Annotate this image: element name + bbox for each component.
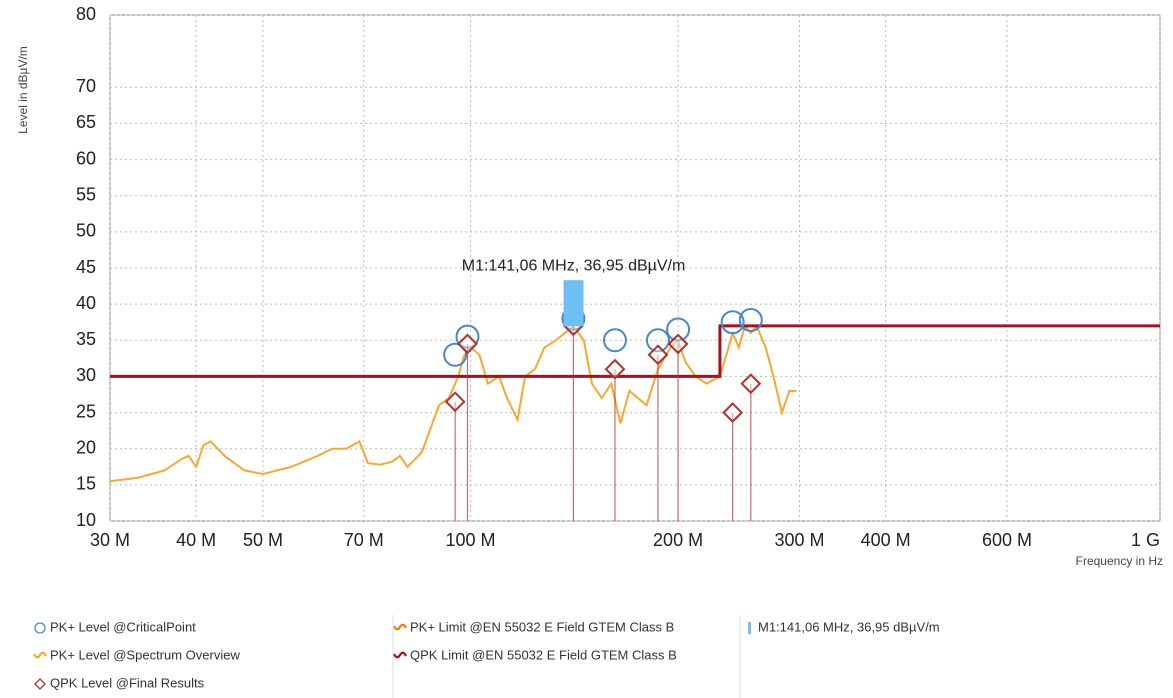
x-tick-label: 200 M xyxy=(653,530,703,550)
y-tick-label: 15 xyxy=(76,474,96,494)
y-tick-label: 35 xyxy=(76,329,96,349)
legend-symbol xyxy=(393,651,407,659)
final-result xyxy=(647,344,669,366)
y-tick-label: 10 xyxy=(76,510,96,530)
critical-point xyxy=(720,310,745,335)
x-tick-label: 100 M xyxy=(446,530,496,550)
critical-point xyxy=(602,328,627,353)
y-tick-label: 25 xyxy=(76,401,96,421)
y-tick-label: 20 xyxy=(76,437,96,457)
x-tick-label: 30 M xyxy=(90,530,130,550)
series-line xyxy=(109,323,797,483)
legend-symbol xyxy=(34,678,46,690)
final-result xyxy=(722,402,744,423)
y-tick-label: 40 xyxy=(76,293,96,313)
marker-label: M1:141,06 MHz, 36,95 dBµV/m xyxy=(462,257,686,274)
legend-item: PK+ Level @CriticalPoint xyxy=(34,619,196,634)
legend-item: QPK Limit @EN 55032 E Field GTEM Class B xyxy=(393,647,677,662)
final-result xyxy=(740,373,762,395)
legend-item: QPK Level @Final Results xyxy=(34,675,205,690)
legend-label: PK+ Level @Spectrum Overview xyxy=(50,647,240,662)
y-tick-label: 45 xyxy=(76,257,96,277)
final-result xyxy=(444,391,466,413)
y-tick-label: 55 xyxy=(76,184,96,204)
critical-point xyxy=(666,317,691,342)
final-result xyxy=(457,333,478,355)
y-axis-label: Level in dBµV/m xyxy=(16,46,30,134)
legend-symbol xyxy=(393,623,407,631)
legend-item: M1:141,06 MHz, 36,95 dBµV/m xyxy=(748,619,940,634)
legend-item: PK+ Level @Spectrum Overview xyxy=(33,647,240,662)
legend-label: QPK Level @Final Results xyxy=(50,675,205,690)
final-result xyxy=(667,333,689,355)
y-tick-label: 70 xyxy=(76,76,96,96)
y-tick-label: 60 xyxy=(76,148,96,168)
critical-point xyxy=(738,308,763,333)
legend-symbol xyxy=(33,651,47,659)
x-tick-label: 400 M xyxy=(861,530,911,550)
legend-label: PK+ Level @CriticalPoint xyxy=(50,619,196,634)
legend-label: QPK Limit @EN 55032 E Field GTEM Class B xyxy=(410,647,677,662)
x-tick-label: 600 M xyxy=(982,530,1032,550)
legend-label: PK+ Limit @EN 55032 E Field GTEM Class B xyxy=(410,619,674,634)
marker-flag xyxy=(563,280,584,327)
x-tick-label: 1 G xyxy=(1131,530,1160,550)
y-tick-label: 65 xyxy=(76,112,96,132)
x-axis-label: Frequency in Hz xyxy=(1076,554,1163,568)
critical-point xyxy=(443,342,468,367)
legend-symbol xyxy=(34,622,46,634)
x-tick-label: 70 M xyxy=(344,530,384,550)
x-tick-label: 300 M xyxy=(774,530,824,550)
x-tick-label: 40 M xyxy=(176,530,216,550)
legend-label: M1:141,06 MHz, 36,95 dBµV/m xyxy=(758,619,940,634)
final-result xyxy=(604,358,626,380)
critical-point xyxy=(645,328,670,353)
legend-symbol xyxy=(748,622,751,634)
legend-item: PK+ Limit @EN 55032 E Field GTEM Class B xyxy=(393,619,674,634)
y-tick-label: 50 xyxy=(76,221,96,241)
y-tick-label: 30 xyxy=(76,365,96,385)
y-tick-label: 80 xyxy=(76,4,96,24)
x-tick-label: 50 M xyxy=(243,530,283,550)
series-line xyxy=(110,324,1160,378)
